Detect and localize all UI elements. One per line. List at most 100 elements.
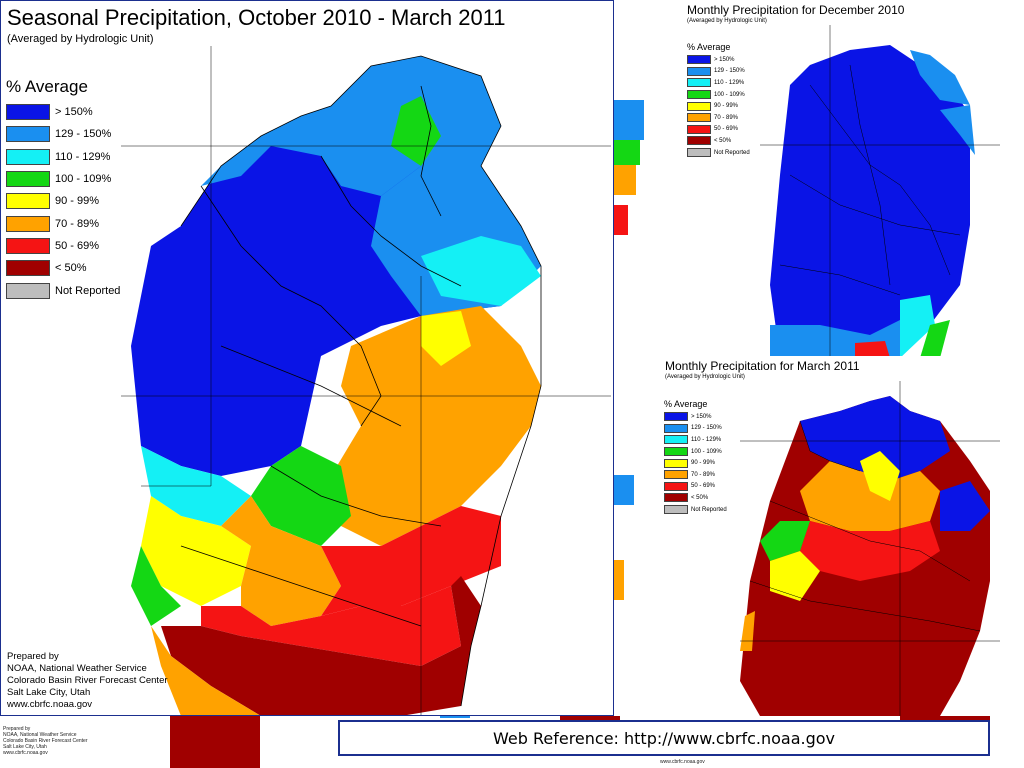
legend-swatch bbox=[6, 260, 50, 277]
legend-item: < 50% bbox=[6, 257, 120, 279]
december-map-subtitle: (Averaged by Hydrologic Unit) bbox=[687, 18, 767, 24]
legend-label: 90 - 99% bbox=[55, 195, 100, 208]
legend-item: 50 - 69% bbox=[687, 124, 750, 136]
legend-label: 100 - 109% bbox=[714, 91, 745, 98]
prepared-by-credit: Prepared by NOAA, National Weather Servi… bbox=[7, 651, 168, 710]
december-map-title: Monthly Precipitation for December 2010 bbox=[687, 3, 905, 17]
legend-label: < 50% bbox=[714, 137, 732, 144]
legend-label: Not Reported bbox=[714, 149, 750, 156]
legend-item: 110 - 129% bbox=[6, 146, 120, 168]
march-precip-panel: Monthly Precipitation for March 2011 (Av… bbox=[660, 356, 1000, 716]
legend-item: 90 - 99% bbox=[664, 457, 727, 469]
seasonal-map-title: Seasonal Precipitation, October 2010 - M… bbox=[7, 5, 506, 30]
legend-swatch bbox=[664, 481, 688, 491]
legend-item: Not Reported bbox=[664, 504, 727, 516]
legend-label: 129 - 150% bbox=[55, 128, 112, 141]
legend-item: 70 - 89% bbox=[6, 212, 120, 234]
legend-item: 110 - 129% bbox=[687, 77, 750, 89]
legend-item: 50 - 69% bbox=[6, 235, 120, 257]
legend-label: > 150% bbox=[691, 413, 712, 420]
legend-item: 90 - 99% bbox=[6, 190, 120, 212]
legend-label: Not Reported bbox=[55, 284, 121, 297]
legend-title: % Average bbox=[6, 77, 88, 96]
legend-swatch bbox=[664, 447, 688, 457]
legend-swatch bbox=[664, 458, 688, 468]
legend-swatch bbox=[6, 104, 50, 121]
legend-label: 129 - 150% bbox=[714, 68, 745, 75]
web-reference-text[interactable]: Web Reference: http://www.cbrfc.noaa.gov bbox=[493, 728, 835, 748]
legend-item: 100 - 109% bbox=[6, 168, 120, 190]
legend-label: 50 - 69% bbox=[55, 239, 100, 252]
legend-item: 110 - 129% bbox=[664, 434, 727, 446]
legend-item: 129 - 150% bbox=[6, 123, 120, 145]
legend-item: Not Reported bbox=[6, 279, 120, 301]
legend-label: < 50% bbox=[55, 262, 87, 275]
legend-swatch bbox=[664, 423, 688, 433]
legend-label: 90 - 99% bbox=[691, 460, 716, 467]
legend-swatch bbox=[6, 126, 50, 143]
march-map-legend: % Average > 150% 129 - 150% 110 - 129% 100 … bbox=[664, 399, 727, 515]
legend-swatch bbox=[687, 66, 711, 76]
legend-swatch bbox=[664, 435, 688, 445]
legend-label: 70 - 89% bbox=[691, 471, 716, 478]
seasonal-precip-map bbox=[121, 46, 611, 715]
legend-label: 100 - 109% bbox=[55, 173, 112, 186]
seasonal-map-subtitle: (Averaged by Hydrologic Unit) bbox=[7, 33, 154, 45]
legend-item: 70 - 89% bbox=[687, 112, 750, 124]
december-map-legend: % Average > 150% 129 - 150% 110 - 129% 100 … bbox=[687, 42, 750, 158]
legend-item: > 150% bbox=[6, 101, 120, 123]
legend-label: 129 - 150% bbox=[691, 425, 722, 432]
background-url: www.cbrfc.noaa.gov bbox=[660, 759, 705, 765]
legend-label: 110 - 129% bbox=[714, 79, 745, 86]
legend-item: 70 - 89% bbox=[664, 469, 727, 481]
legend-label: 90 - 99% bbox=[714, 103, 739, 110]
march-precip-map bbox=[740, 381, 1000, 716]
legend-swatch bbox=[6, 237, 50, 254]
legend-item: < 50% bbox=[664, 492, 727, 504]
legend-swatch bbox=[6, 148, 50, 165]
web-reference-box: Web Reference: http://www.cbrfc.noaa.gov bbox=[338, 720, 990, 756]
legend-item: 100 - 109% bbox=[664, 446, 727, 458]
legend-item: > 150% bbox=[687, 54, 750, 66]
background-prepared-by: Prepared by NOAA, National Weather Servi… bbox=[3, 726, 88, 756]
seasonal-precip-panel: Seasonal Precipitation, October 2010 - M… bbox=[0, 0, 614, 716]
legend-swatch bbox=[687, 78, 711, 88]
legend-swatch bbox=[687, 90, 711, 100]
legend-swatch bbox=[664, 412, 688, 422]
legend-label: 50 - 69% bbox=[691, 483, 716, 490]
legend-swatch bbox=[664, 493, 688, 503]
legend-swatch bbox=[687, 55, 711, 65]
december-precip-map bbox=[760, 25, 1000, 358]
legend-label: Not Reported bbox=[691, 506, 727, 513]
legend-item: 100 - 109% bbox=[687, 89, 750, 101]
december-precip-panel: Monthly Precipitation for December 2010 … bbox=[680, 0, 1000, 358]
legend-item: 129 - 150% bbox=[664, 423, 727, 435]
legend-swatch bbox=[687, 101, 711, 111]
legend-label: 110 - 129% bbox=[55, 150, 111, 163]
legend-label: 70 - 89% bbox=[714, 114, 739, 121]
legend-swatch bbox=[6, 215, 50, 232]
legend-swatch bbox=[687, 124, 711, 134]
legend-item: 50 - 69% bbox=[664, 481, 727, 493]
legend-label: 100 - 109% bbox=[691, 448, 722, 455]
legend-swatch bbox=[664, 505, 688, 515]
legend-swatch bbox=[6, 193, 50, 210]
legend-item: 90 - 99% bbox=[687, 100, 750, 112]
march-map-title: Monthly Precipitation for March 2011 bbox=[665, 359, 860, 373]
legend-label: 110 - 129% bbox=[691, 436, 722, 443]
legend-label: < 50% bbox=[691, 494, 709, 501]
legend-swatch bbox=[687, 148, 711, 158]
legend-swatch bbox=[664, 470, 688, 480]
legend-item: > 150% bbox=[664, 411, 727, 423]
legend-item: < 50% bbox=[687, 135, 750, 147]
legend-swatch bbox=[687, 113, 711, 123]
legend-item: Not Reported bbox=[687, 147, 750, 159]
seasonal-map-legend: % Average > 150% 129 - 150% 110 - 129% 100 … bbox=[6, 77, 120, 302]
legend-swatch bbox=[6, 171, 50, 188]
march-map-subtitle: (Averaged by Hydrologic Unit) bbox=[665, 374, 745, 380]
legend-label: 50 - 69% bbox=[714, 126, 739, 133]
legend-swatch bbox=[687, 136, 711, 146]
legend-label: > 150% bbox=[714, 56, 735, 63]
legend-swatch bbox=[6, 282, 50, 299]
